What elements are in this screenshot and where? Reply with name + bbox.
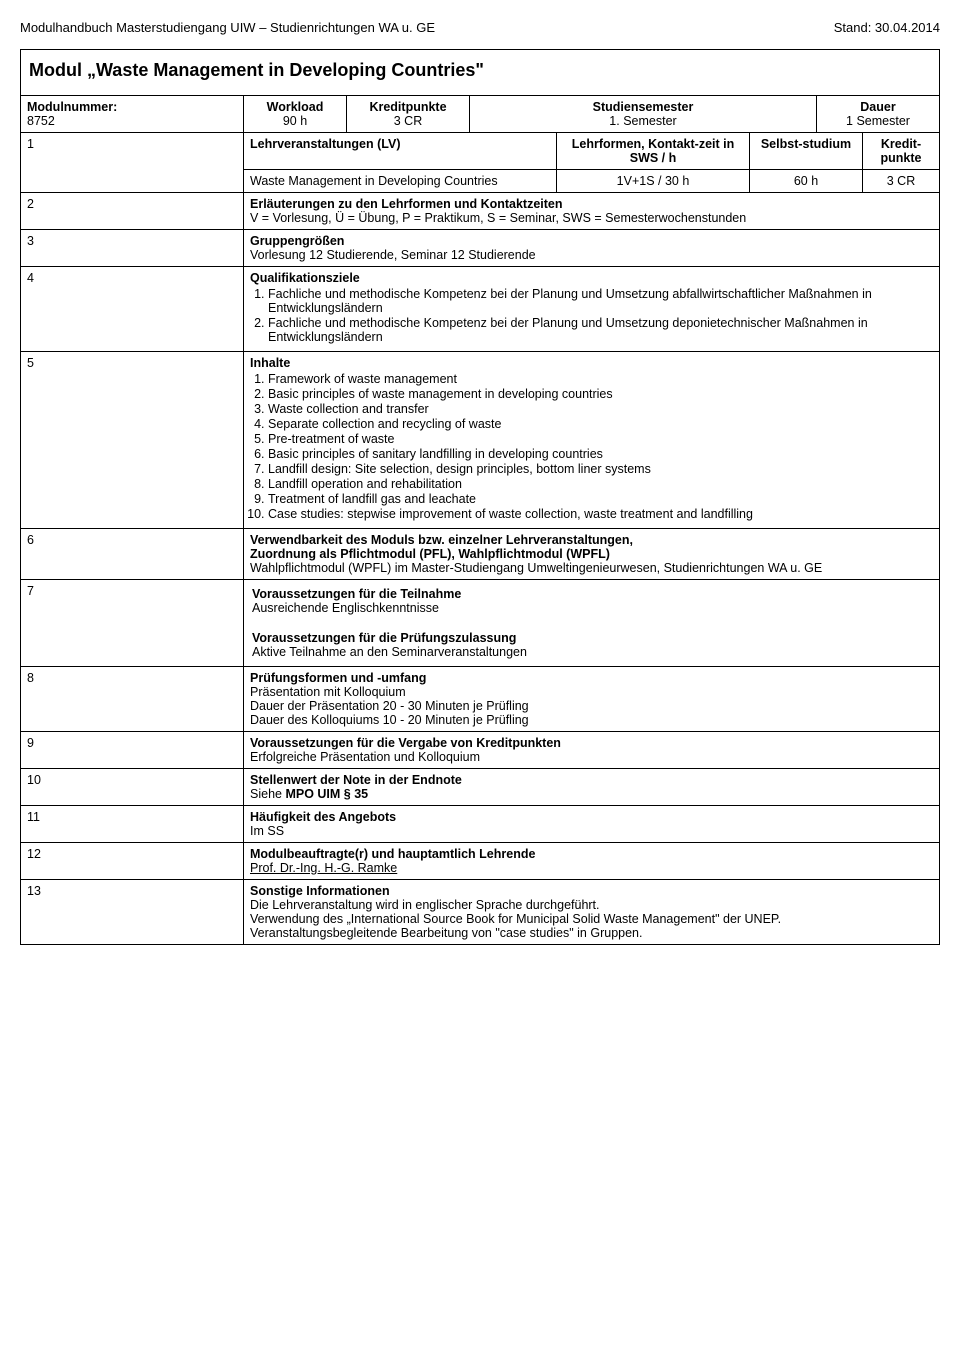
dur-label: Dauer [860,100,895,114]
row8-line3: Dauer des Kolloquiums 10 - 20 Minuten je… [250,713,529,727]
row11-title: Häufigkeit des Angebots [250,810,396,824]
list-item: Pre-treatment of waste [268,432,933,447]
row11-text: Im SS [250,824,284,838]
row3-text: Vorlesung 12 Studierende, Seminar 12 Stu… [250,248,536,262]
row3-title: Gruppengrößen [250,234,344,248]
modnum-label: Modulnummer: [27,100,117,114]
sem-value: 1. Semester [609,114,676,128]
row-num: 5 [27,356,34,370]
row5-list: Framework of waste management Basic prin… [268,372,933,522]
row-num: 7 [27,584,34,598]
row7-title1: Voraussetzungen für die Teilnahme [252,587,461,601]
lecturer-link[interactable]: Prof. Dr.-Ing. H.-G. Ramke [250,861,397,875]
ss-label: Selbst-studium [761,137,851,151]
row6-text: Wahlpflichtmodul (WPFL) im Master-Studie… [250,561,822,575]
row-num: 10 [27,773,41,787]
list-item: Framework of waste management [268,372,933,387]
row5-title: Inhalte [250,356,290,370]
row13-title: Sonstige Informationen [250,884,390,898]
lv-value: Waste Management in Developing Countries [250,174,498,188]
row4-title: Qualifikationsziele [250,271,360,285]
row-num: 2 [27,197,34,211]
kp-label: Kredit-punkte [881,137,922,165]
row-num: 1 [27,137,34,151]
list-item: Treatment of landfill gas and leachate [268,492,933,507]
lf-value: 1V+1S / 30 h [617,174,690,188]
list-item: Landfill design: Site selection, design … [268,462,933,477]
row9-text: Erfolgreiche Präsentation und Kolloquium [250,750,480,764]
row-num: 8 [27,671,34,685]
row7-text1: Ausreichende Englischkenntnisse [252,601,439,615]
row8-title: Prüfungsformen und -umfang [250,671,426,685]
lv-label: Lehrveranstaltungen (LV) [250,137,400,151]
list-item: Basic principles of waste management in … [268,387,933,402]
row10-title: Stellenwert der Note in der Endnote [250,773,462,787]
row12-title: Modulbeauftragte(r) und hauptamtlich Leh… [250,847,535,861]
module-table: Modulnummer: 8752 Workload 90 h Kreditpu… [21,95,939,944]
row6-title1: Verwendbarkeit des Moduls bzw. einzelner… [250,533,633,547]
row7-title2: Voraussetzungen für die Prüfungszulassun… [252,631,516,645]
row-num: 13 [27,884,41,898]
list-item: Waste collection and transfer [268,402,933,417]
row4-list: Fachliche und methodische Kompetenz bei … [268,287,933,345]
workload-label: Workload [267,100,324,114]
list-item: Case studies: stepwise improvement of wa… [268,507,933,522]
row13-line1: Die Lehrveranstaltung wird in englischer… [250,898,600,912]
row-num: 9 [27,736,34,750]
credits-value: 3 CR [394,114,422,128]
module-box: Modul „Waste Management in Developing Co… [20,49,940,945]
list-item: Landfill operation and rehabilitation [268,477,933,492]
row2-text: V = Vorlesung, Ü = Übung, P = Praktikum,… [250,211,746,225]
row-num: 12 [27,847,41,861]
page: Modulhandbuch Masterstudiengang UIW – St… [0,0,960,965]
row10-prefix: Siehe [250,787,285,801]
row13-line2: Verwendung des „International Source Boo… [250,912,781,926]
row9-title: Voraussetzungen für die Vergabe von Kred… [250,736,561,750]
module-title: Modul „Waste Management in Developing Co… [21,50,939,95]
list-item: Fachliche und methodische Kompetenz bei … [268,287,933,316]
list-item: Fachliche und methodische Kompetenz bei … [268,316,933,345]
modnum-value: 8752 [27,114,55,128]
row8-line1: Präsentation mit Kolloquium [250,685,406,699]
sem-label: Studiensemester [593,100,694,114]
header-right: Stand: 30.04.2014 [834,20,940,35]
row6-title2: Zuordnung als Pflichtmodul (PFL), Wahlpf… [250,547,610,561]
credits-label: Kreditpunkte [369,100,446,114]
row-num: 11 [27,810,40,824]
row-num: 6 [27,533,34,547]
workload-value: 90 h [283,114,307,128]
row13-line3: Veranstaltungsbegleitende Bearbeitung vo… [250,926,642,940]
row2-title: Erläuterungen zu den Lehrformen und Kont… [250,197,563,211]
row-num: 3 [27,234,34,248]
dur-value: 1 Semester [846,114,910,128]
page-header: Modulhandbuch Masterstudiengang UIW – St… [20,20,940,35]
row10-bold: MPO UIM § 35 [285,787,368,801]
kp-value: 3 CR [887,174,915,188]
row8-line2: Dauer der Präsentation 20 - 30 Minuten j… [250,699,529,713]
header-left: Modulhandbuch Masterstudiengang UIW – St… [20,20,435,35]
row7-text2: Aktive Teilnahme an den Seminarveranstal… [252,645,527,659]
list-item: Basic principles of sanitary landfilling… [268,447,933,462]
lf-label: Lehrformen, Kontakt-zeit in SWS / h [572,137,735,165]
ss-value: 60 h [794,174,818,188]
row-num: 4 [27,271,34,285]
list-item: Separate collection and recycling of was… [268,417,933,432]
